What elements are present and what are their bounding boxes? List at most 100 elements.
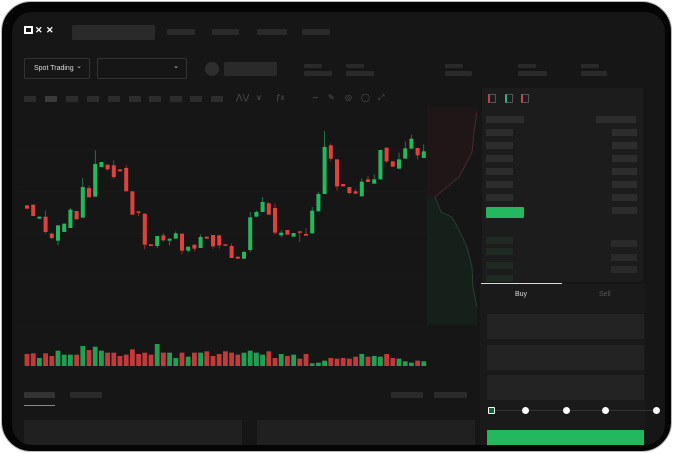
- okx-logo[interactable]: ✕ ✕: [24, 25, 55, 35]
- settings-icon[interactable]: ◎: [345, 93, 352, 102]
- slider-stop-75[interactable]: [602, 407, 609, 414]
- timeframe-button[interactable]: [211, 96, 223, 102]
- candle-body: [260, 202, 265, 212]
- amount-input[interactable]: [487, 345, 644, 370]
- nav-item[interactable]: [302, 29, 330, 35]
- slider-stop-50[interactable]: [563, 407, 570, 414]
- orderbook-asks-icon[interactable]: [521, 94, 529, 103]
- fullscreen-icon[interactable]: ⤢: [378, 93, 385, 102]
- stat-value: [346, 71, 374, 76]
- candle-body: [74, 211, 79, 220]
- candle-body: [390, 161, 395, 167]
- candle-body: [279, 232, 284, 236]
- nav-item[interactable]: [257, 29, 287, 35]
- amount-slider-track[interactable]: [492, 410, 657, 411]
- volume-bar: [68, 354, 73, 366]
- timeframe-button[interactable]: [129, 96, 141, 102]
- ask-price: [486, 168, 513, 175]
- timeframe-button[interactable]: [66, 96, 78, 102]
- sell-tab[interactable]: Sell: [599, 291, 611, 298]
- volume-bar: [291, 354, 296, 366]
- volume-bar: [49, 356, 55, 366]
- volume-bar: [371, 356, 377, 366]
- stat-label: [445, 64, 463, 68]
- candle-body: [173, 233, 178, 239]
- ask-amount: [612, 181, 637, 188]
- indicator-icon[interactable]: ⋀⋁: [236, 93, 250, 102]
- volume-bar: [390, 358, 396, 366]
- slider-stop-0[interactable]: [488, 407, 495, 414]
- timeframe-button[interactable]: [190, 96, 202, 102]
- depth-chart: [427, 107, 477, 325]
- candle-body: [384, 147, 389, 162]
- timeframe-button[interactable]: [170, 96, 182, 102]
- ask-amount: [612, 194, 637, 201]
- orders-panel-left: [24, 420, 242, 445]
- volume-bar: [241, 352, 247, 366]
- volume-bar: [396, 358, 402, 366]
- timeframe-button[interactable]: [24, 96, 36, 102]
- volume-bar: [117, 356, 123, 366]
- fx-icon[interactable]: ƒx: [276, 93, 285, 102]
- total-input[interactable]: [487, 375, 644, 400]
- logo-block: ✕: [46, 25, 54, 35]
- header-search-bar[interactable]: [72, 25, 155, 40]
- candle-body: [335, 159, 339, 187]
- candlestick-chart[interactable]: [17, 122, 427, 372]
- nav-item[interactable]: [167, 29, 195, 35]
- pair-name: [224, 62, 277, 76]
- pair-select[interactable]: ⌄: [97, 58, 187, 79]
- volume-bar: [185, 356, 191, 366]
- candle-body: [347, 187, 352, 193]
- candle-body: [149, 244, 153, 246]
- timeframe-button[interactable]: [149, 96, 161, 102]
- volume-bar: [359, 354, 365, 366]
- open-orders-tab[interactable]: [24, 392, 55, 398]
- volume-bar: [204, 351, 210, 366]
- candle-body: [316, 194, 321, 212]
- orderbook-bids-icon[interactable]: [505, 94, 513, 103]
- nav-item[interactable]: [212, 29, 239, 35]
- filter-button[interactable]: [391, 392, 423, 398]
- spot-trading-dropdown[interactable]: Spot Trading ⌄: [24, 58, 90, 79]
- ask-amount: [612, 129, 637, 136]
- volume-bar: [167, 352, 172, 366]
- depth-asks-area: [427, 107, 477, 197]
- buy-button[interactable]: [487, 430, 644, 445]
- camera-icon[interactable]: ◯: [361, 93, 370, 102]
- timeframe-button[interactable]: [87, 96, 99, 102]
- volume-bar: [37, 358, 42, 366]
- timeframe-button[interactable]: [45, 96, 57, 102]
- filter-button[interactable]: [434, 392, 467, 398]
- volume-bar: [334, 358, 340, 366]
- candle-body: [310, 210, 315, 234]
- ask-price: [486, 155, 513, 162]
- slider-stop-25[interactable]: [522, 407, 529, 414]
- ask-amount: [612, 142, 637, 149]
- volume-bar: [92, 346, 98, 366]
- volume-bar: [74, 354, 79, 366]
- candle-body: [99, 162, 104, 167]
- order-history-tab[interactable]: [70, 392, 102, 398]
- line-tool-icon[interactable]: ∼: [312, 93, 319, 102]
- volume-bar: [142, 352, 148, 366]
- chart-type-icon[interactable]: ∨: [256, 93, 262, 102]
- candle-body: [37, 216, 42, 219]
- orderbook-both-icon[interactable]: [488, 94, 496, 103]
- price-input[interactable]: [487, 314, 644, 339]
- ask-amount: [612, 168, 637, 175]
- buy-tab-indicator: [481, 283, 562, 284]
- buy-tab[interactable]: Buy: [515, 291, 528, 298]
- candle-body: [43, 216, 48, 232]
- pencil-icon[interactable]: ✎: [328, 93, 335, 102]
- volume-bar: [30, 353, 36, 366]
- timeframe-button[interactable]: [108, 96, 120, 102]
- stat-value: [518, 71, 547, 76]
- candle-body: [217, 235, 222, 246]
- candle-body: [304, 234, 308, 236]
- bid-price: [486, 262, 513, 269]
- orders-panel-right: [257, 420, 475, 445]
- volume-bar: [384, 354, 389, 366]
- slider-stop-100[interactable]: [653, 407, 660, 414]
- stat-label: [518, 64, 536, 68]
